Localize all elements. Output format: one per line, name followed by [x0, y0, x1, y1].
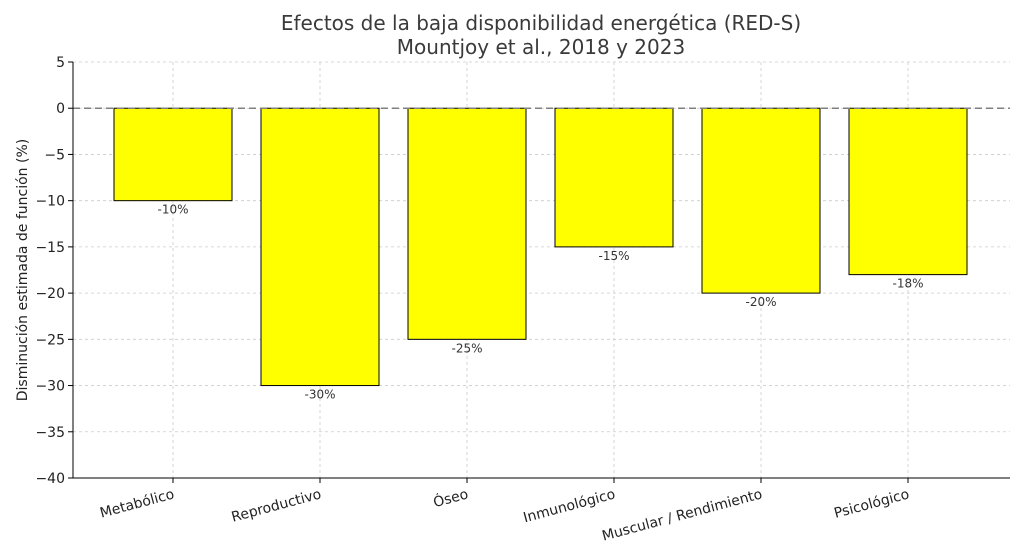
bar	[701, 107, 821, 294]
y-axis-label: Disminución estimada de función (%)	[15, 139, 31, 401]
y-tick-label: −30	[35, 379, 65, 395]
chart-title-line-2: Mountjoy et al., 2018 y 2023	[397, 35, 685, 59]
bar	[848, 107, 968, 276]
bar	[407, 107, 527, 340]
axes: 5 0 −5 −10 −15 −20 −25 −30 −35 −40	[35, 55, 1010, 487]
y-tick-label: −5	[44, 147, 65, 163]
bar	[554, 107, 674, 248]
y-tick-label: −40	[35, 471, 65, 487]
bar	[260, 107, 380, 387]
y-tick-label: −20	[35, 286, 65, 302]
data-label: -20%	[745, 295, 776, 309]
y-tick-label: 0	[56, 101, 65, 117]
data-label: -30%	[304, 388, 335, 402]
bar	[113, 107, 233, 202]
y-tick-label: −25	[35, 332, 65, 348]
x-tick-label: Muscular / Rendimiento	[600, 486, 764, 544]
x-tick-label: Psicológico	[832, 486, 911, 521]
y-tick-label: 5	[56, 55, 65, 71]
x-tick-label: Inmunológico	[522, 486, 617, 526]
y-tick-label: −10	[35, 194, 65, 210]
data-label: -18%	[892, 277, 923, 291]
y-tick-label: −15	[35, 240, 65, 256]
x-tick-label: Metabólico	[98, 486, 176, 521]
data-label: -25%	[451, 341, 482, 355]
data-label: -10%	[157, 203, 188, 217]
x-tick-label: Reproductivo	[230, 486, 323, 525]
bars	[113, 107, 968, 387]
x-tick-label: Óseo	[431, 484, 470, 511]
y-tick-label: −35	[35, 425, 65, 441]
data-label: -15%	[598, 249, 629, 263]
chart-title-line-1: Efectos de la baja disponibilidad energé…	[281, 11, 801, 35]
